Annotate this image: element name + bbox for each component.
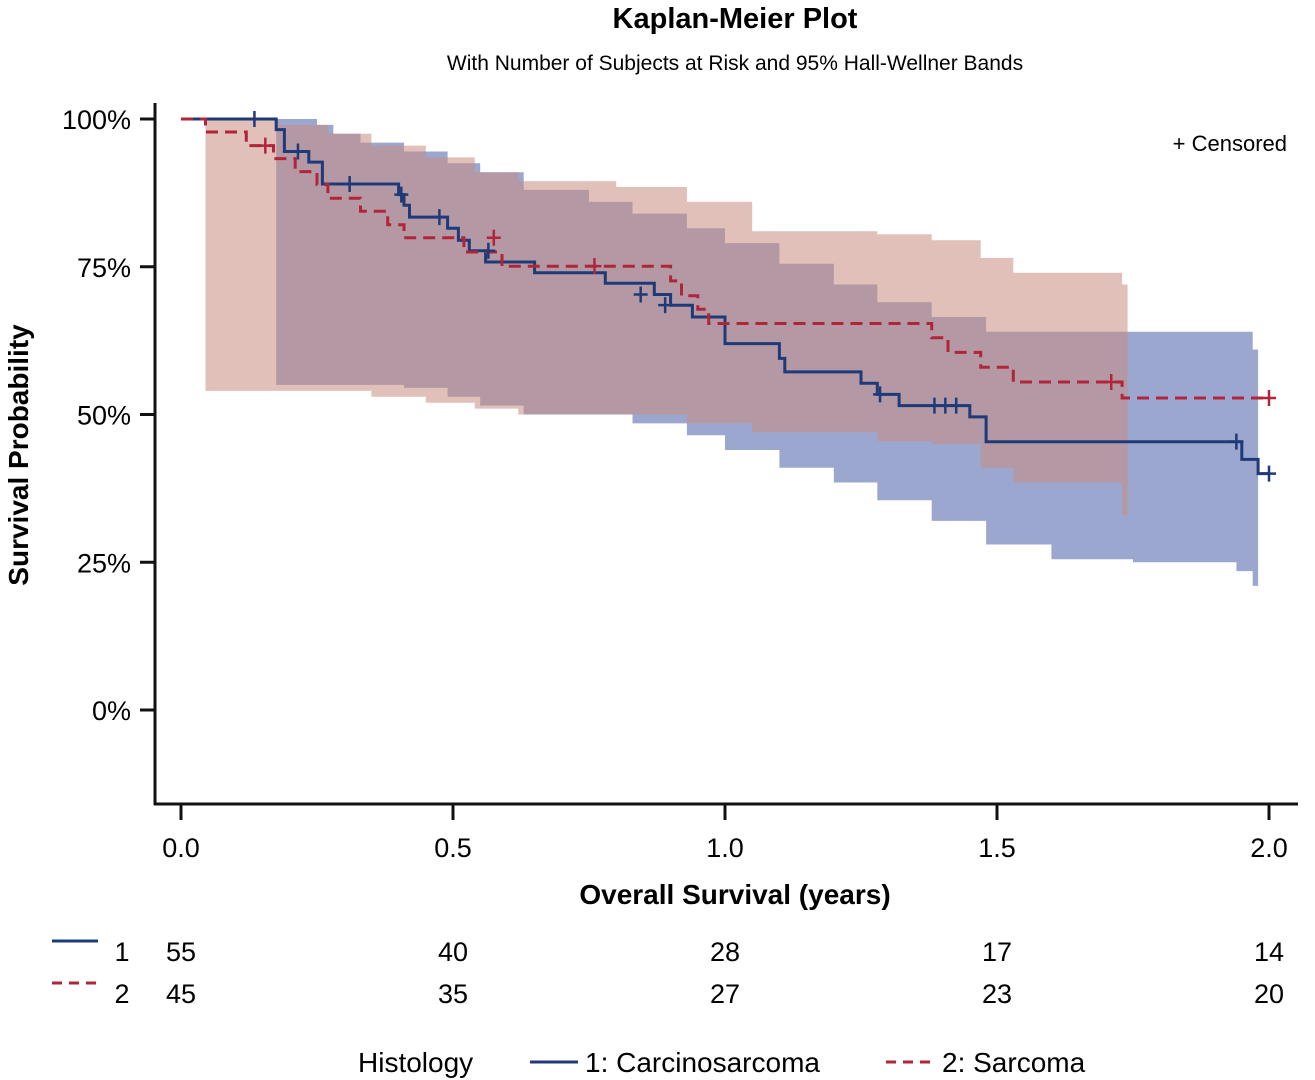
censor-mark-1 bbox=[290, 143, 305, 160]
censored-note: + Censored bbox=[1173, 131, 1287, 156]
y-tick-label: 0% bbox=[92, 696, 131, 726]
risk-count: 14 bbox=[1254, 937, 1284, 967]
x-tick-label: 2.0 bbox=[1250, 833, 1288, 863]
censor-mark-1 bbox=[247, 111, 262, 127]
censor-mark-2 bbox=[258, 137, 273, 154]
x-axis-ticks: 0.0 0.5 1.0 1.5 2.0 bbox=[162, 804, 1288, 863]
censor-mark-1 bbox=[873, 386, 888, 403]
x-tick-label: 0.5 bbox=[434, 833, 472, 863]
risk-count: 45 bbox=[166, 979, 196, 1009]
censor-mark-1 bbox=[633, 286, 648, 303]
censor-mark-2 bbox=[1262, 389, 1276, 406]
y-tick-label: 75% bbox=[77, 253, 131, 283]
censor-mark-1 bbox=[949, 397, 964, 414]
legend-label-sarcoma: 2: Sarcoma bbox=[942, 1047, 1086, 1078]
risk-row-key: 1 bbox=[114, 937, 129, 967]
y-tick-label: 25% bbox=[77, 548, 131, 578]
censor-mark-1 bbox=[1229, 433, 1244, 450]
censor-mark-2 bbox=[587, 258, 602, 275]
legend-label-carcinosarcoma: 1: Carcinosarcoma bbox=[585, 1047, 820, 1078]
chart-title: Kaplan-Meier Plot bbox=[613, 3, 858, 35]
y-axis-ticks: 100% 75% 50% 25% 0% bbox=[62, 105, 155, 726]
censor-mark-2 bbox=[486, 229, 501, 246]
censor-mark-1 bbox=[432, 209, 447, 226]
y-tick-label: 50% bbox=[77, 401, 131, 431]
at-risk-table: 1 55 40 28 17 14 2 45 35 27 23 20 bbox=[52, 937, 1284, 1009]
survival-curve-2 bbox=[181, 117, 1269, 400]
censor-mark-2 bbox=[1104, 373, 1119, 390]
x-axis-label: Overall Survival (years) bbox=[579, 879, 890, 910]
y-axis-label: Survival Probability bbox=[3, 324, 34, 586]
confidence-band-2 bbox=[181, 119, 1128, 527]
y-tick-label: 100% bbox=[62, 105, 131, 135]
risk-count: 20 bbox=[1254, 979, 1284, 1009]
x-tick-label: 0.0 bbox=[162, 833, 200, 863]
confidence-bands bbox=[181, 119, 1259, 598]
x-tick-label: 1.5 bbox=[978, 833, 1016, 863]
risk-count: 35 bbox=[438, 979, 468, 1009]
censor-mark-1 bbox=[342, 176, 357, 193]
legend-title: Histology bbox=[358, 1047, 473, 1078]
legend: Histology 1: Carcinosarcoma 2: Sarcoma bbox=[358, 1047, 1086, 1078]
risk-count: 23 bbox=[982, 979, 1012, 1009]
risk-count: 40 bbox=[438, 937, 468, 967]
censor-marks bbox=[247, 111, 1276, 482]
survival-curve-1 bbox=[181, 117, 1269, 476]
chart-subtitle: With Number of Subjects at Risk and 95% … bbox=[447, 52, 1023, 75]
x-tick-label: 1.0 bbox=[706, 833, 744, 863]
risk-row-key: 2 bbox=[114, 979, 129, 1009]
risk-count: 28 bbox=[710, 937, 740, 967]
risk-count: 55 bbox=[166, 937, 196, 967]
censor-mark-1 bbox=[481, 242, 496, 259]
censor-mark-1 bbox=[394, 186, 409, 203]
censor-mark-1 bbox=[658, 297, 673, 314]
censor-mark-1 bbox=[1262, 465, 1276, 482]
risk-count: 27 bbox=[710, 979, 740, 1009]
survival-curves bbox=[181, 117, 1269, 476]
risk-count: 17 bbox=[982, 937, 1012, 967]
